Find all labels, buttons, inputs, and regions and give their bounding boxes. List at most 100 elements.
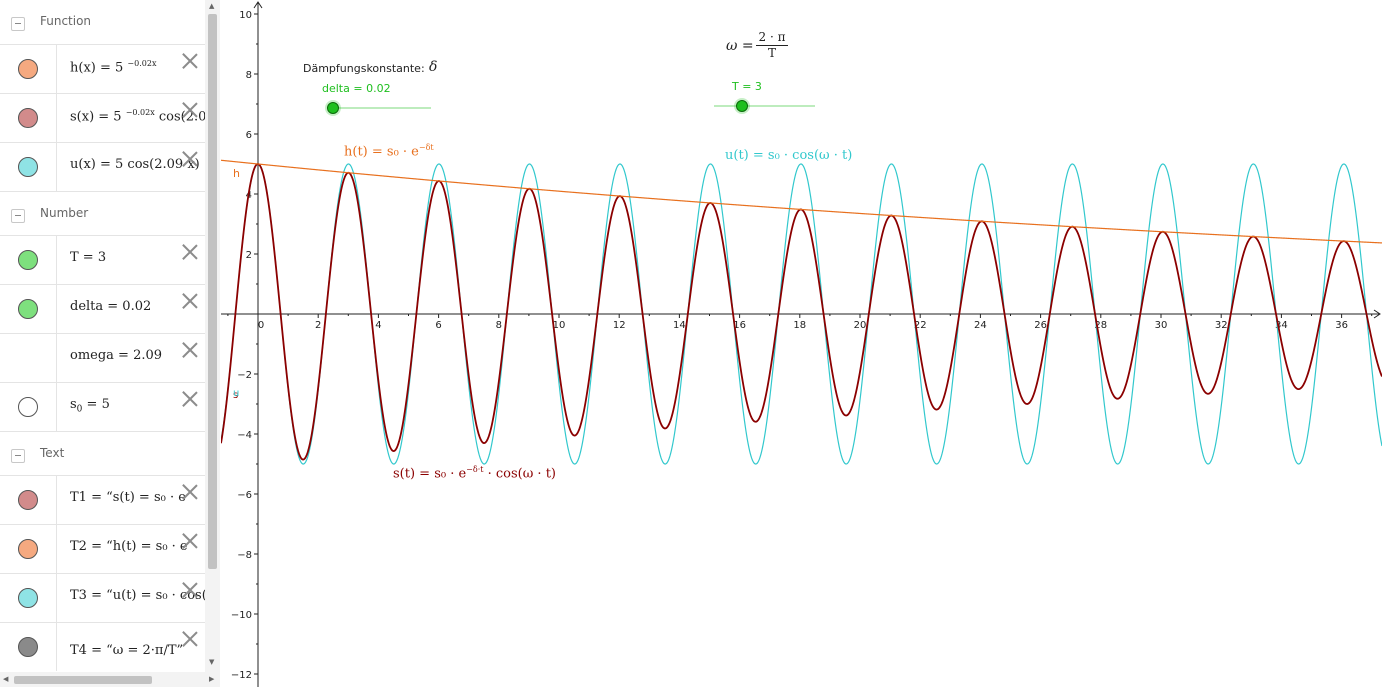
algebra-row-s0[interactable]: s0 = 5 <box>0 382 205 431</box>
algebra-row-omega[interactable]: omega = 2.09 <box>0 333 205 382</box>
number-delta-value: delta = 0.02 <box>70 299 152 314</box>
y-axis-arrow <box>253 1 263 9</box>
delta-slider-label: delta = 0.02 <box>322 82 391 95</box>
algebra-vertical-scrollbar[interactable]: ▲ ▼ <box>205 0 220 672</box>
y-tick-label: −8 <box>237 550 252 561</box>
text-T2-value: T2 = “h(t) = s₀ · e <box>70 539 188 554</box>
s-curve-label: s <box>233 390 239 401</box>
visibility-marble-s[interactable] <box>18 108 38 128</box>
x-tick-label: 28 <box>1094 320 1107 331</box>
delete-icon[interactable] <box>180 629 200 649</box>
s-curve <box>221 163 1382 461</box>
x-tick-label: 10 <box>553 320 566 331</box>
x-tick-label: 30 <box>1155 320 1168 331</box>
visibility-marble-s0[interactable] <box>18 397 38 417</box>
x-tick-label: 2 <box>315 320 321 331</box>
scrollbar-thumb[interactable] <box>208 14 217 569</box>
algebra-row-T3[interactable]: T3 = “u(t) = s₀ · cos(ω <box>0 573 205 622</box>
scroll-right-icon[interactable]: ▶ <box>209 675 215 683</box>
x-tick-label: 8 <box>496 320 502 331</box>
collapse-icon[interactable] <box>11 209 25 223</box>
visibility-marble-u[interactable] <box>18 157 38 177</box>
x-tick-label: 24 <box>974 320 987 331</box>
delete-icon[interactable] <box>180 51 200 71</box>
algebra-row-T1[interactable]: T1 = “s(t) = s₀ · e <box>0 475 205 524</box>
scroll-up-icon[interactable]: ▲ <box>209 2 215 10</box>
delta-symbol: δ <box>429 59 438 75</box>
y-tick-label: 10 <box>239 10 252 21</box>
collapse-icon[interactable] <box>11 17 25 31</box>
delete-icon[interactable] <box>180 580 200 600</box>
delete-icon[interactable] <box>180 149 200 169</box>
visibility-marble-T[interactable] <box>18 250 38 270</box>
x-axis-arrow <box>1373 309 1381 319</box>
y-tick-label: 2 <box>246 250 252 261</box>
delete-icon[interactable] <box>180 389 200 409</box>
collapse-icon[interactable] <box>11 449 25 463</box>
x-tick-label: 6 <box>435 320 441 331</box>
delete-icon[interactable] <box>180 482 200 502</box>
scroll-down-icon[interactable]: ▼ <box>209 658 215 666</box>
x-tick-label: 0 <box>258 320 264 331</box>
text-T1-value: T1 = “s(t) = s₀ · e <box>70 490 186 505</box>
scroll-left-icon[interactable]: ◀ <box>3 675 9 683</box>
u-curve-label: u <box>233 388 240 399</box>
x-tick-label: 12 <box>613 320 626 331</box>
x-tick-label: 22 <box>914 320 927 331</box>
text-T3-value: T3 = “u(t) = s₀ · cos(ω <box>70 588 205 603</box>
group-title: Function <box>40 14 92 28</box>
y-tick-label: 6 <box>246 130 252 141</box>
function-h-definition: h(x) = 5 −0.02x <box>70 59 157 76</box>
algebra-row-delta[interactable]: delta = 0.02 <box>0 284 205 333</box>
plot-canvas[interactable]: 0 2 4 6 8 10 12 14 16 18 20 22 24 26 28 30 32 34 36−12−10−… <box>221 0 1382 687</box>
algebra-row-T[interactable]: T = 3 <box>0 235 205 284</box>
h-formula-label: h(t) = s₀ · e−δt <box>344 143 434 160</box>
y-tick-label: −6 <box>237 490 252 501</box>
number-T-value: T = 3 <box>70 250 107 265</box>
x-tick-label: 18 <box>793 320 806 331</box>
omega-formula: ω = <box>726 38 754 54</box>
function-u-definition: u(x) = 5 cos(2.09 x) <box>70 157 200 172</box>
delete-icon[interactable] <box>180 100 200 120</box>
x-tick-label: 16 <box>733 320 746 331</box>
u-formula-label: u(t) = s₀ · cos(ω · t) <box>725 148 853 163</box>
t-slider-handle <box>736 100 748 112</box>
delete-icon[interactable] <box>180 242 200 262</box>
y-tick-label: −10 <box>231 610 252 621</box>
t-slider-label: T = 3 <box>732 80 762 93</box>
visibility-marble-h[interactable] <box>18 59 38 79</box>
y-tick-label: 8 <box>246 70 252 81</box>
delete-icon[interactable] <box>180 291 200 311</box>
visibility-marble-T2[interactable] <box>18 539 38 559</box>
visibility-marble-delta[interactable] <box>18 299 38 319</box>
graphics-view[interactable]: 0 2 4 6 8 10 12 14 16 18 20 22 24 26 28 30 32 34 36 −12 −10−… <box>221 0 1382 687</box>
y-tick-label: −12 <box>231 670 252 681</box>
algebra-horizontal-scrollbar[interactable]: ◀ ▶ <box>0 672 220 687</box>
visibility-marble-T4[interactable] <box>18 637 38 657</box>
omega-fraction: 2 · π T <box>756 30 788 60</box>
algebra-row-s[interactable]: s(x) = 5 −0.02x cos(2.09 <box>0 93 205 142</box>
algebra-view: Function h(x) = 5 −0.02x s(x) = 5 −0.02x… <box>0 0 206 687</box>
damping-label: Dämpfungskonstante: <box>303 62 425 75</box>
x-tick-label: 20 <box>854 320 867 331</box>
y-tick-label: −4 <box>237 430 252 441</box>
x-tick-label: 4 <box>375 320 381 331</box>
visibility-marble-T1[interactable] <box>18 490 38 510</box>
number-s0-value: s0 = 5 <box>70 397 110 415</box>
algebra-row-u[interactable]: u(x) = 5 cos(2.09 x) <box>0 142 205 191</box>
h-curve <box>221 159 1382 244</box>
x-tick-label: 34 <box>1275 320 1288 331</box>
scrollbar-thumb[interactable] <box>14 676 152 684</box>
algebra-row-T2[interactable]: T2 = “h(t) = s₀ · e <box>0 524 205 573</box>
x-tick-label: 32 <box>1215 320 1228 331</box>
h-curve-label: h <box>233 167 240 180</box>
group-header-number[interactable]: Number <box>0 191 205 236</box>
group-title: Number <box>40 206 89 220</box>
group-header-function[interactable]: Function <box>0 0 205 44</box>
group-header-text[interactable]: Text <box>0 431 205 476</box>
delete-icon[interactable] <box>180 531 200 551</box>
algebra-row-T4[interactable]: T4 = “ω = 2·π/T” <box>0 622 205 671</box>
visibility-marble-T3[interactable] <box>18 588 38 608</box>
algebra-row-h[interactable]: h(x) = 5 −0.02x <box>0 44 205 93</box>
delete-icon[interactable] <box>180 340 200 360</box>
